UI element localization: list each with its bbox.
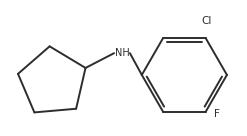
- Text: Cl: Cl: [202, 16, 212, 26]
- Text: NH: NH: [115, 48, 129, 58]
- Text: F: F: [214, 109, 219, 119]
